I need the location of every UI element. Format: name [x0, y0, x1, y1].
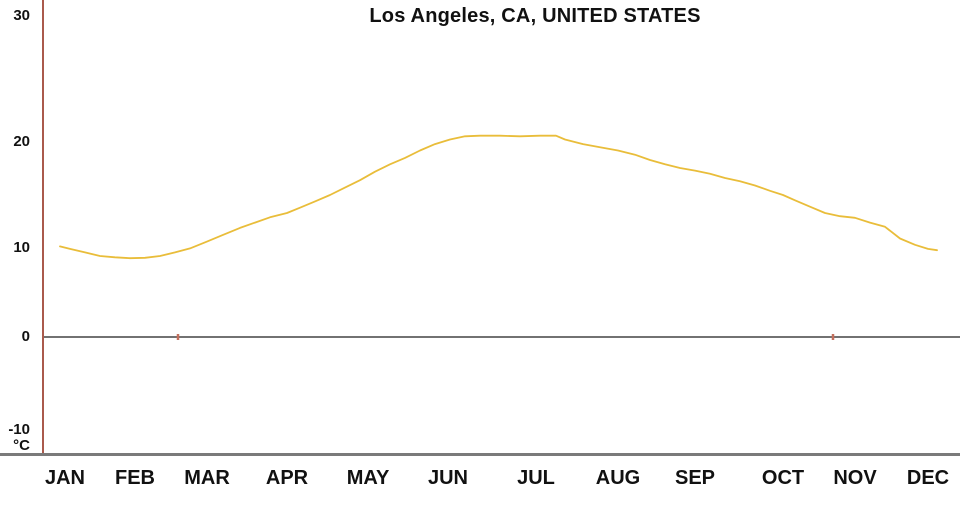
y-axis-unit-label: °C [13, 437, 30, 454]
month-label-jul: JUL [517, 467, 555, 489]
chart-title: Los Angeles, CA, UNITED STATES [369, 5, 701, 27]
month-label-jun: JUN [427, 467, 468, 489]
y-tick-label-20: 20 [13, 133, 30, 150]
month-label-aug: AUG [595, 467, 641, 489]
month-label-feb: FEB [115, 467, 155, 489]
month-label-apr: APR [265, 467, 309, 489]
temperature-curve [59, 134, 938, 260]
y-tick-label--10: -10 [8, 421, 30, 438]
month-label-dec: DEC [906, 467, 950, 489]
y-tick-label-10: 10 [13, 239, 30, 256]
month-label-nov: NOV [833, 467, 877, 489]
month-label-may: MAY [346, 467, 390, 489]
month-label-jan: JAN [44, 467, 85, 489]
month-label-oct: OCT [761, 467, 805, 489]
y-tick-label-0: 0 [21, 328, 30, 345]
month-label-sep: SEP [674, 467, 716, 489]
y-tick-label-30: 30 [13, 7, 30, 24]
month-label-mar: MAR [184, 467, 230, 489]
